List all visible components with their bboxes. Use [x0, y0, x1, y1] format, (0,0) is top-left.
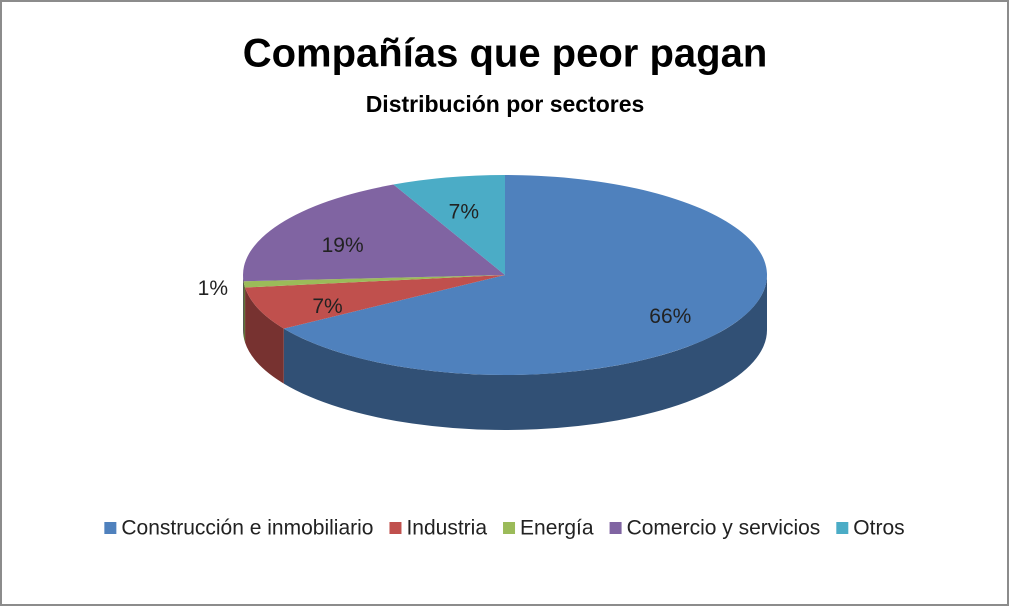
data-label: 7%: [449, 200, 479, 223]
slice: [243, 184, 505, 282]
data-label: 7%: [312, 295, 342, 318]
legend-label: Construcción e inmobiliario: [121, 517, 373, 540]
slice-side: [243, 281, 246, 343]
slice: [393, 175, 505, 275]
slice-side: [245, 287, 284, 384]
legend-label: Comercio y servicios: [627, 517, 821, 540]
slice-side: [243, 275, 244, 337]
data-label: 66%: [649, 305, 691, 328]
legend-label: Otros: [853, 517, 904, 540]
legend-swatch: [389, 522, 402, 534]
slice: [245, 275, 505, 329]
legend-swatch: [836, 522, 849, 534]
slice-side: [283, 275, 767, 430]
slice: [243, 275, 505, 288]
data-label: 1%: [198, 277, 228, 300]
legend-swatch: [104, 522, 117, 534]
chart-subtitle: Distribución por sectores: [366, 91, 645, 117]
legend-label: Industria: [406, 517, 487, 540]
chart-title: Compañías que peor pagan: [243, 32, 768, 76]
legend-swatch: [609, 522, 622, 534]
legend-swatch: [503, 522, 516, 534]
data-label: 19%: [322, 234, 364, 257]
legend-label: Energía: [520, 517, 594, 540]
slice: [283, 175, 768, 375]
